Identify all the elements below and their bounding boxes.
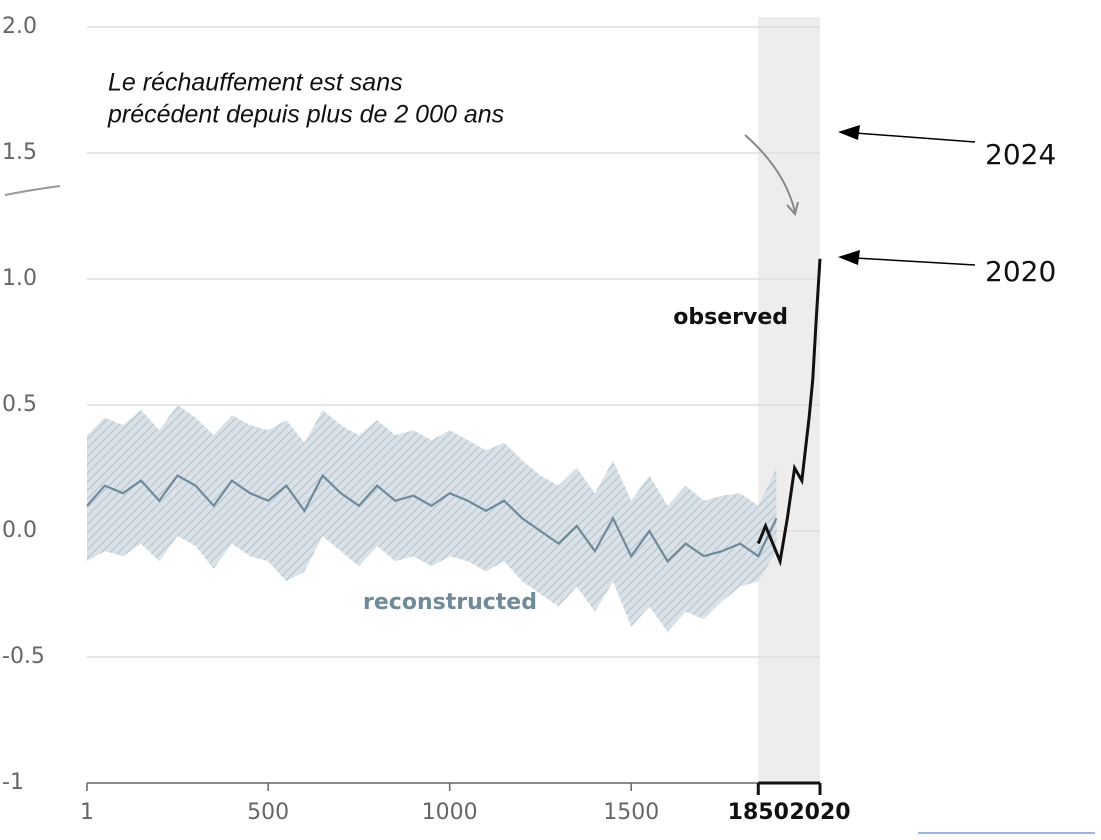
- year-label: 2024: [985, 138, 1056, 171]
- y-tick-label: 1.5: [2, 140, 37, 165]
- y-tick-label: -1: [2, 770, 24, 795]
- arrow: [854, 257, 976, 266]
- y-tick-label: -0.5: [2, 644, 45, 669]
- y-tick-label: 0.0: [2, 518, 37, 543]
- series-line: [86, 473, 778, 563]
- x-tick-label: 1000: [422, 800, 478, 825]
- annotation: Le réchauffement est sans: [108, 69, 403, 97]
- series-line: [756, 258, 822, 567]
- year-label: 2020: [985, 255, 1056, 288]
- arrow-head: [838, 250, 860, 265]
- x-tick-label: 1: [80, 800, 94, 825]
- x-tick-label: 1850: [728, 800, 789, 825]
- y-tick-label: 1.0: [2, 266, 37, 291]
- annotation-arrow: [744, 134, 796, 213]
- y-tick-label: 2.0: [2, 14, 37, 39]
- y-tick-label: 0.5: [2, 392, 37, 417]
- x-tick-label: 1500: [603, 800, 659, 825]
- uncertainty-band: [87, 405, 777, 632]
- arrow-head: [838, 125, 860, 140]
- x-tick-label: 500: [247, 800, 289, 825]
- x-tick-label: 2020: [789, 800, 850, 825]
- series-label: observed: [673, 305, 788, 330]
- annotation-arrow-head: [786, 201, 799, 217]
- annotation: précédent depuis plus de 2 000 ans: [107, 101, 504, 129]
- series-label: reconstructed: [363, 590, 537, 615]
- decoration: [4, 185, 61, 196]
- arrow: [854, 132, 976, 143]
